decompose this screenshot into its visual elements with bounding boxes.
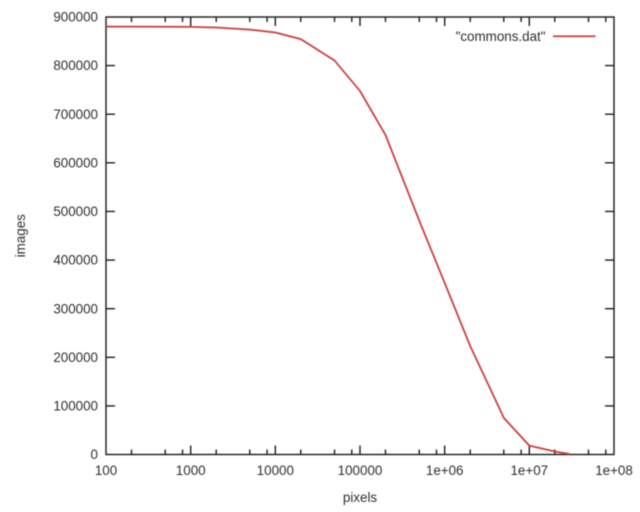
- svg-text:500000: 500000: [53, 204, 98, 219]
- svg-text:"commons.dat": "commons.dat": [456, 29, 546, 44]
- svg-text:400000: 400000: [53, 253, 98, 268]
- svg-text:100000: 100000: [338, 463, 383, 478]
- svg-text:0: 0: [91, 447, 98, 462]
- svg-text:100000: 100000: [53, 399, 98, 414]
- svg-text:700000: 700000: [53, 107, 98, 122]
- svg-text:1e+08: 1e+08: [595, 463, 633, 478]
- svg-text:300000: 300000: [53, 301, 98, 316]
- svg-text:1e+06: 1e+06: [426, 463, 464, 478]
- svg-text:900000: 900000: [53, 10, 98, 25]
- svg-text:100: 100: [95, 463, 117, 478]
- svg-text:600000: 600000: [53, 155, 98, 170]
- svg-text:800000: 800000: [53, 58, 98, 73]
- svg-text:1000: 1000: [176, 463, 206, 478]
- svg-text:pixels: pixels: [343, 490, 378, 505]
- svg-text:200000: 200000: [53, 350, 98, 365]
- svg-text:images: images: [13, 214, 28, 257]
- svg-text:10000: 10000: [257, 463, 294, 478]
- svg-text:1e+07: 1e+07: [510, 463, 548, 478]
